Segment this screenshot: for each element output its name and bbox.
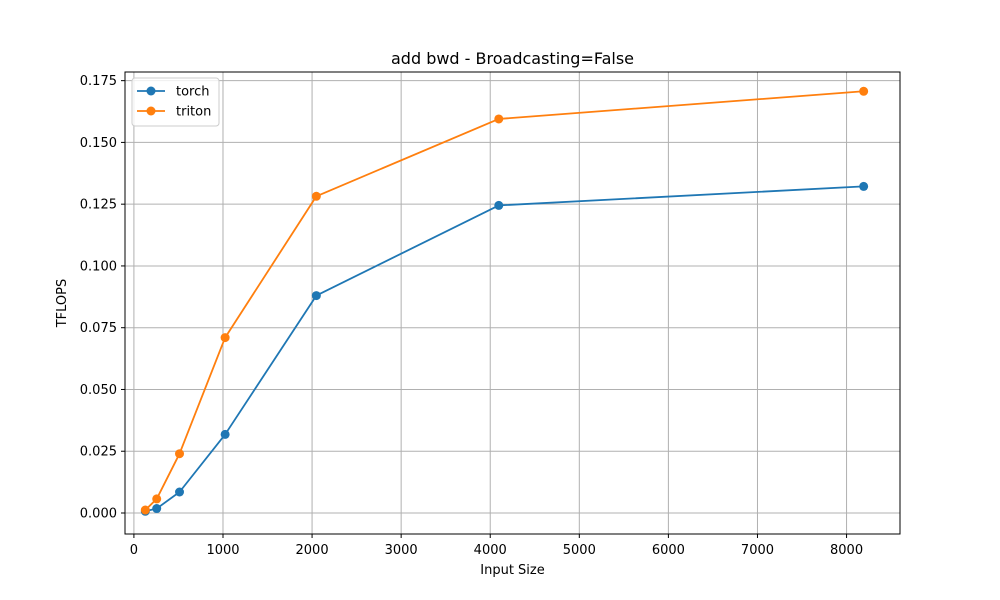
chart-title: add bwd - Broadcasting=False — [391, 49, 634, 68]
x-tick-label: 5000 — [563, 543, 596, 558]
legend-label-torch: torch — [176, 85, 210, 100]
y-tick-label: 0.125 — [80, 198, 117, 213]
legend-label-triton: triton — [176, 105, 211, 120]
y-axis: 0.000 0.025 0.050 0.075 0.100 0.125 0.150 0.175 — [80, 74, 125, 522]
x-tick-label: 0 — [130, 543, 138, 558]
x-tick-label: 2000 — [296, 543, 329, 558]
x-tick-label: 6000 — [652, 543, 685, 558]
legend-marker-torch — [146, 86, 156, 96]
y-tick-label: 0.150 — [80, 136, 117, 151]
data-point-triton — [494, 114, 504, 124]
data-point-torch — [494, 200, 504, 210]
data-point-torch — [175, 487, 185, 497]
plot-frame — [124, 71, 901, 535]
data-point-triton — [140, 505, 150, 515]
x-axis-title: Input Size — [480, 563, 544, 578]
x-tick-label: 4000 — [474, 543, 507, 558]
x-tick-label: 8000 — [830, 543, 863, 558]
x-tick-label: 1000 — [206, 543, 239, 558]
series-triton — [140, 86, 869, 515]
y-tick-label: 0.050 — [80, 383, 117, 398]
y-tick-label: 0.025 — [80, 445, 117, 460]
y-tick-label: 0.175 — [80, 74, 117, 89]
data-point-torch — [220, 429, 230, 439]
series-layer — [140, 86, 869, 516]
data-point-triton — [859, 86, 869, 96]
data-point-torch — [152, 504, 162, 514]
legend-marker-triton — [146, 106, 156, 116]
y-tick-label: 0.100 — [80, 259, 117, 274]
data-point-torch — [311, 291, 321, 301]
legend: torch triton — [131, 77, 220, 127]
y-axis-title: TFLOPS — [55, 279, 70, 329]
x-tick-label: 3000 — [385, 543, 418, 558]
data-point-torch — [859, 181, 869, 191]
y-tick-label: 0.075 — [80, 321, 117, 336]
data-point-triton — [220, 333, 230, 343]
y-tick-label: 0.000 — [80, 507, 117, 522]
data-point-triton — [175, 449, 185, 459]
x-tick-label: 7000 — [741, 543, 774, 558]
x-axis: 0 1000 2000 3000 4000 5000 6000 7000 8000 — [130, 534, 863, 558]
data-point-triton — [311, 191, 321, 201]
data-point-triton — [152, 494, 162, 504]
